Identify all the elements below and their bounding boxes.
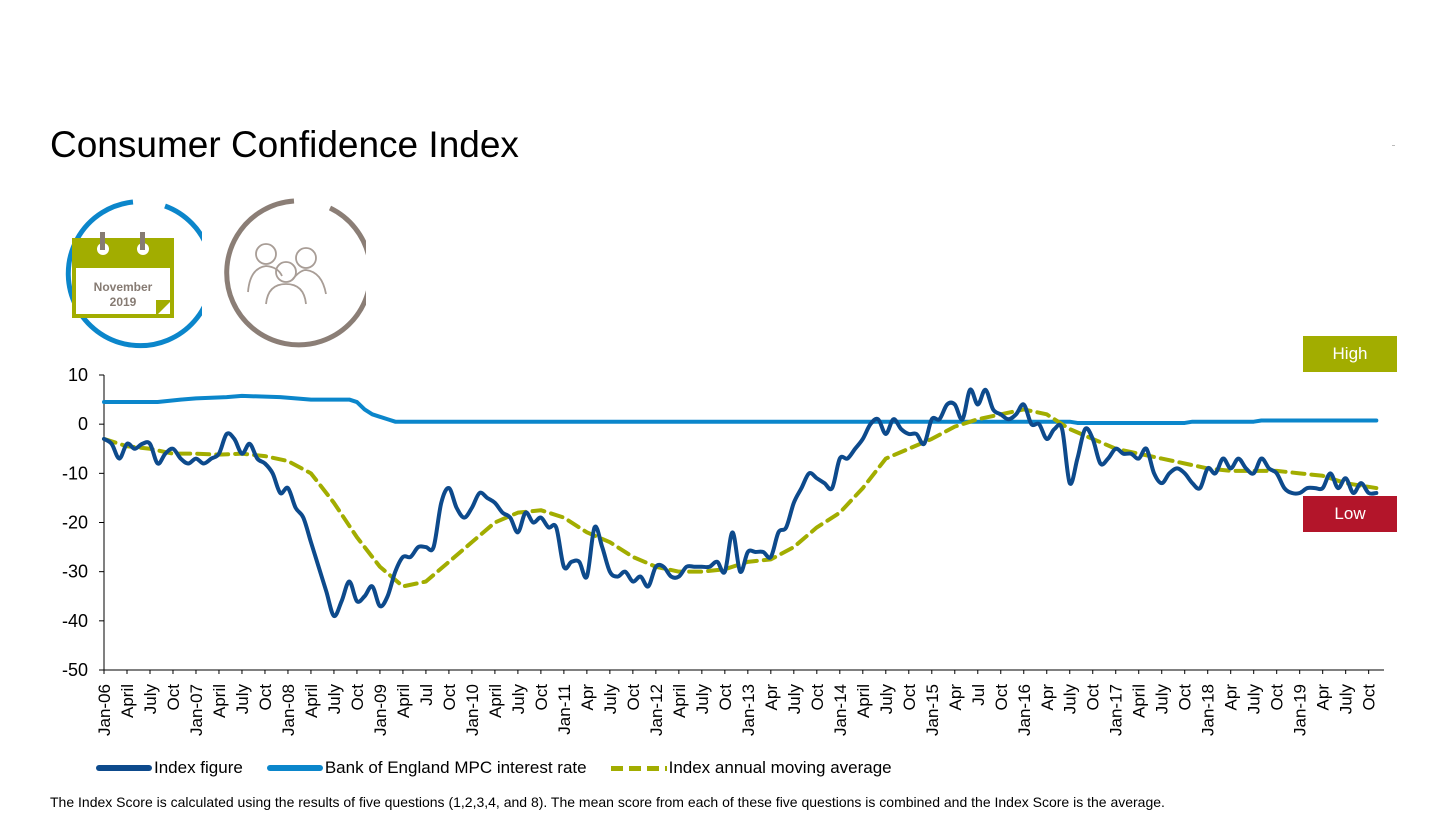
x-tick-label: Oct [348,684,367,711]
x-tick-label: Oct [992,684,1011,711]
people-badge [224,198,366,348]
y-tick-label: 10 [68,365,88,385]
x-tick-label: Apr [578,684,597,711]
x-tick-label: Jan-07 [187,684,206,736]
x-tick-label: July [509,684,528,715]
x-tick-label: April [394,684,413,718]
x-tick-label: April [302,684,321,718]
legend-swatch-avg [610,765,667,771]
x-tick-label: Apr [762,684,781,711]
x-tick-label: Oct [1360,684,1379,711]
x-tick-label: April [210,684,229,718]
x-tick-label: Oct [440,684,459,711]
x-tick-label: July [233,684,252,715]
x-tick-label: April [1130,684,1149,718]
calendar-badge [65,199,202,349]
x-tick-label: July [1153,684,1172,715]
legend-label-avg: Index annual moving average [668,758,892,777]
x-tick-label: Oct [808,684,827,711]
x-tick-label: Oct [164,684,183,711]
x-tick-label: Oct [1176,684,1195,711]
x-tick-label: July [785,684,804,715]
x-tick-label: Jan-10 [463,684,482,736]
x-tick-label: July [693,684,712,715]
x-tick-label: Jan-14 [831,684,850,736]
x-tick-label: July [1337,684,1356,715]
series-boe-rate [102,393,1379,425]
calendar-date: November 2019 [75,280,171,310]
x-tick-label: July [1245,684,1264,715]
x-tick-label: Oct [256,684,275,711]
series-index-figure [102,387,1379,618]
x-tick-label: Oct [1084,684,1103,711]
x-tick-label: Jan-19 [1291,684,1310,736]
x-tick-label: Jan-11 [555,684,574,735]
low-marker: Low [1303,496,1397,532]
x-tick-label: Apr [1314,684,1333,711]
x-tick-label: Jan-15 [923,684,942,736]
x-tick-label: Jul [969,684,988,706]
legend-swatch-boe [266,765,323,771]
page-title: Consumer Confidence Index [50,124,519,165]
x-tick-label: Oct [900,684,919,711]
x-tick-label: July [601,684,620,715]
x-tick-label: July [325,684,344,715]
y-tick-label: -50 [62,660,88,680]
calendar-year: 2019 [109,295,137,309]
legend-label-boe: Bank of England MPC interest rate [324,758,587,777]
legend-item-boe: Bank of England MPC interest rate [266,758,587,778]
people-group-icon [247,243,327,305]
x-tick-label: April [486,684,505,718]
y-tick-label: -30 [62,562,88,582]
calendar-icon [72,232,174,318]
x-tick-label: July [141,684,160,715]
decorative-dot [1392,145,1395,146]
legend-item-avg: Index annual moving average [610,758,892,778]
x-tick-label: Jan-18 [1199,684,1218,736]
calendar-month: November [93,280,153,294]
y-tick-label: -20 [62,513,88,533]
x-tick-label: Apr [1222,684,1241,711]
x-tick-label: July [1061,684,1080,715]
x-tick-label: Jul [417,684,436,706]
x-tick-label: Apr [946,684,965,711]
legend-label-index: Index figure [154,758,243,777]
x-tick-label: Jan-12 [647,684,666,736]
x-tick-label: July [877,684,896,715]
x-tick-label: Jan-09 [371,684,390,736]
x-tick-label: Jan-06 [95,684,114,736]
x-tick-label: April [670,684,689,718]
legend-item-index: Index figure [96,758,243,778]
x-tick-label: Apr [1038,684,1057,711]
x-tick-label: Oct [1268,684,1287,711]
x-tick-label: Jan-13 [739,684,758,736]
chart-legend: Index figure Bank of England MPC interes… [96,758,916,778]
y-tick-label: 0 [78,414,88,434]
x-tick-label: April [118,684,137,718]
series-moving-average [102,407,1379,589]
footnote: The Index Score is calculated using the … [50,794,1165,810]
legend-swatch-index [96,765,152,771]
x-tick-label: Oct [624,684,643,711]
x-tick-label: Jan-17 [1107,684,1126,736]
x-tick-label: Jan-16 [1015,684,1034,736]
y-tick-label: -10 [62,463,88,483]
x-tick-label: Oct [532,684,551,711]
x-tick-label: April [854,684,873,718]
x-tick-label: Oct [716,684,735,711]
high-marker: High [1303,336,1397,372]
x-tick-label: Jan-08 [279,684,298,736]
y-tick-label: -40 [62,611,88,631]
